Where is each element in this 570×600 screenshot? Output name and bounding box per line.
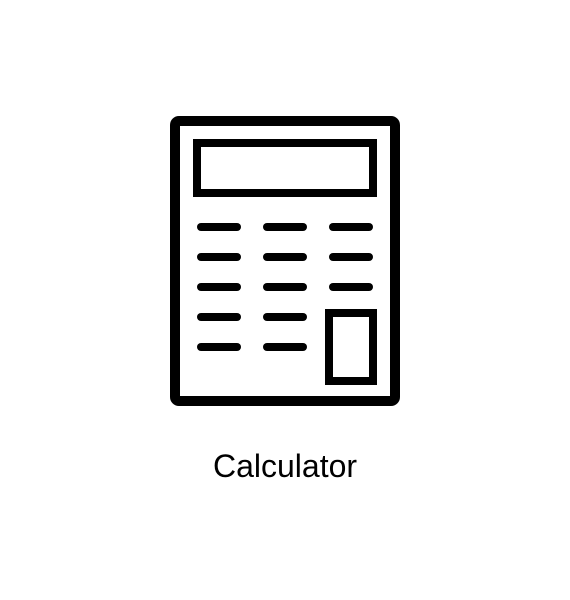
calculator-icon [135,115,435,420]
icon-label: Calculator [213,448,357,485]
icon-card: Calculator [0,0,570,600]
